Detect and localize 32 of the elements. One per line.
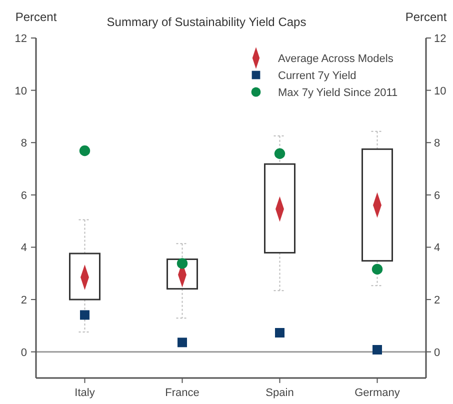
x-tick-label: France: [165, 387, 200, 399]
legend-label: Average Across Models: [278, 53, 394, 65]
x-tick-label: Germany: [354, 387, 400, 399]
y2-axis-title: Percent: [405, 10, 448, 24]
y2-tick-label: 0: [434, 346, 440, 359]
x-tick-label: Spain: [266, 387, 294, 399]
point: [372, 345, 382, 354]
y-tick-label: 0: [20, 346, 27, 359]
y2-tick-label: 4: [434, 242, 440, 254]
y2-tick-label: 8: [434, 138, 440, 150]
y2-tick-label: 12: [434, 33, 446, 45]
y-axis-title: Percent: [15, 10, 58, 24]
legend-label: Max 7y Yield Since 2011: [278, 87, 398, 99]
y-tick-label: 8: [20, 138, 27, 150]
legend-label: Current 7y Yield: [278, 70, 356, 82]
point: [274, 148, 286, 159]
y-tick-label: 6: [20, 190, 27, 202]
y2-tick-label: 2: [434, 294, 440, 307]
y2-tick-label: 10: [434, 85, 446, 98]
y-tick-label: 10: [14, 85, 27, 98]
point: [176, 258, 188, 269]
x-tick-label: Italy: [74, 387, 96, 399]
point: [275, 328, 284, 338]
point: [372, 264, 383, 275]
y2-tick-label: 6: [434, 190, 440, 202]
point: [80, 310, 90, 320]
y-tick-label: 4: [20, 242, 27, 254]
point: [79, 145, 90, 156]
y-tick-label: 2: [20, 294, 27, 307]
chart-title: Summary of Sustainability Yield Caps: [106, 15, 306, 29]
y-tick-label: 12: [14, 33, 27, 45]
point: [178, 338, 187, 348]
